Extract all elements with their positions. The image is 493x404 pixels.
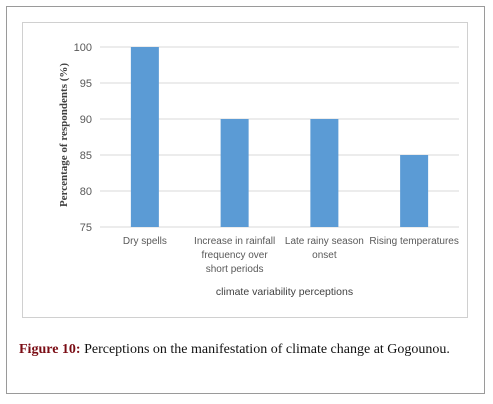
- bar: [400, 155, 429, 227]
- bar: [220, 119, 249, 227]
- y-axis-title: Percentage of respondents (%): [58, 63, 70, 207]
- y-tick-label: 80: [80, 186, 92, 198]
- y-tick-label: 95: [80, 78, 92, 90]
- x-tick-label: short periods: [206, 264, 264, 275]
- y-tick-label: 90: [80, 114, 92, 126]
- y-tick-label: 75: [80, 222, 92, 234]
- figure-frame: 75 80 85 90 95 100 Dry spells Increase in rainf…: [6, 6, 485, 394]
- x-tick-label: Rising temperatures: [369, 236, 458, 247]
- x-axis-title: climate variability perceptions: [216, 286, 353, 298]
- caption-label: Figure 10:: [19, 342, 81, 357]
- bar: [130, 47, 159, 227]
- bar: [310, 119, 339, 227]
- figure-caption: Figure 10: Perceptions on the manifestat…: [19, 340, 474, 359]
- y-tick-label: 85: [80, 150, 92, 162]
- y-tick-label: 100: [74, 42, 92, 54]
- x-tick-label: Late rainy season: [285, 236, 364, 247]
- x-tick-label: frequency over: [202, 250, 269, 261]
- chart-area: 75 80 85 90 95 100 Dry spells Increase in rainf…: [22, 22, 468, 318]
- caption-text: Perceptions on the manifestation of clim…: [80, 342, 450, 357]
- x-tick-label: Dry spells: [123, 236, 167, 247]
- bar-chart: 75 80 85 90 95 100 Dry spells Increase in rainf…: [58, 42, 459, 298]
- x-tick-label: onset: [312, 250, 337, 261]
- x-tick-label: Increase in rainfall: [194, 236, 275, 247]
